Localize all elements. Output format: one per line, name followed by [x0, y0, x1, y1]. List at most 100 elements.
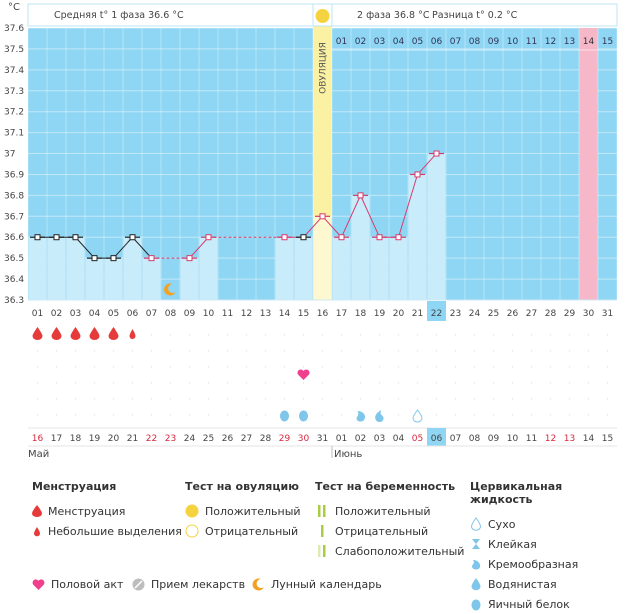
- y-tick-label: 37.5: [4, 45, 24, 55]
- temperature-point: [319, 213, 326, 220]
- grid-dot: [435, 398, 438, 400]
- blood-drop-icon: [108, 327, 119, 340]
- grid-dot: [378, 334, 381, 336]
- grid-dot: [112, 414, 115, 416]
- grid-dot: [587, 350, 590, 352]
- grid-dot: [131, 398, 134, 400]
- ovulation-positive-icon: [315, 9, 330, 23]
- dry-drop-icon: [470, 517, 482, 531]
- date-label: 15: [602, 434, 613, 444]
- grid-dot: [397, 414, 400, 416]
- grid-dot: [207, 366, 210, 368]
- grid-dot: [283, 350, 286, 352]
- grid-dot: [55, 366, 58, 368]
- y-tick-label: 37.3: [4, 87, 24, 97]
- y-tick-label: 37.4: [4, 66, 24, 76]
- temperature-point: [338, 234, 345, 241]
- cycle-day-label: 27: [526, 309, 537, 319]
- grid-dot: [587, 414, 590, 416]
- blood-drop-icon: [70, 327, 81, 340]
- top-cycle-day: 05: [412, 37, 423, 47]
- legend-cervical: Цервикальная жидкость Сухо Клейкая Кремо…: [470, 480, 626, 614]
- grid-dot: [549, 350, 552, 352]
- grid-dot: [321, 398, 324, 400]
- legend-item: Слабоположительный: [335, 544, 465, 558]
- date-label: 29: [279, 434, 291, 444]
- grid-dot: [606, 398, 609, 400]
- grid-dot: [530, 366, 533, 368]
- expected-period-column: [579, 28, 598, 300]
- grid-dot: [340, 398, 343, 400]
- temperature-bar: [142, 257, 161, 301]
- grid-dot: [359, 382, 362, 384]
- temperature-bar: [47, 236, 66, 301]
- legend-intercourse: Половой акт: [32, 578, 123, 591]
- legend-item: Яичный белок: [488, 597, 570, 611]
- date-label: 27: [241, 434, 252, 444]
- temperature-line: [303, 215, 323, 238]
- grid-dot: [112, 366, 115, 368]
- grid-dot: [473, 334, 476, 336]
- grid-dot: [226, 334, 229, 336]
- grid-dot: [55, 382, 58, 384]
- grid-dot: [606, 414, 609, 416]
- date-label: 12: [545, 434, 556, 444]
- grid-dot: [435, 382, 438, 384]
- top-cycle-day: 10: [507, 37, 519, 47]
- grid-dot: [264, 366, 267, 368]
- grid-dot: [264, 398, 267, 400]
- cycle-day-label: 14: [279, 309, 291, 319]
- grid-dot: [416, 366, 419, 368]
- grid-dot: [454, 350, 457, 352]
- grid-dot: [378, 350, 381, 352]
- grid-dot: [340, 382, 343, 384]
- top-cycle-day: 15: [602, 37, 613, 47]
- temperature-line: [417, 153, 437, 175]
- grid-dot: [606, 350, 609, 352]
- temperature-line: [322, 215, 342, 238]
- temperature-bar: [294, 236, 313, 301]
- pregnancy-negative-icon: [321, 525, 324, 537]
- temperature-line: [360, 195, 380, 238]
- grid-dot: [530, 398, 533, 400]
- grid-dot: [150, 414, 153, 416]
- egg-white-icon: [280, 410, 289, 422]
- grid-dot: [568, 414, 571, 416]
- y-tick-label: 37: [4, 150, 15, 160]
- grid-dot: [568, 350, 571, 352]
- dry-drop-icon: [412, 409, 423, 423]
- date-label: 10: [507, 434, 519, 444]
- creamy-icon: [471, 560, 481, 570]
- legend-title: Тест на беременность: [315, 480, 456, 493]
- grid-dot: [511, 382, 514, 384]
- temperature-difference: Разница t° 0.2 °C: [432, 10, 518, 21]
- grid-dot: [264, 382, 267, 384]
- current-day-highlight: [427, 301, 446, 321]
- temperature-bar: [104, 257, 123, 301]
- grid-dot: [321, 350, 324, 352]
- grid-dot: [511, 366, 514, 368]
- grid-dot: [188, 350, 191, 352]
- cycle-day-label: 15: [298, 309, 309, 319]
- small-blood-drop-icon: [34, 527, 40, 537]
- y-tick-label: 36.5: [4, 254, 24, 264]
- legend-item: Отрицательный: [205, 524, 299, 538]
- cycle-day-label: 05: [108, 309, 119, 319]
- date-label: 21: [127, 434, 138, 444]
- grid-dot: [492, 398, 495, 400]
- grid-dot: [587, 366, 590, 368]
- grid-dot: [568, 366, 571, 368]
- blood-drop-icon: [51, 327, 62, 340]
- grid-dot: [226, 366, 229, 368]
- grid-dot: [36, 414, 39, 416]
- grid-dot: [169, 398, 172, 400]
- y-tick-label: 37.2: [4, 108, 24, 118]
- legend-item: Отрицательный: [335, 524, 429, 538]
- cycle-day-label: 24: [469, 309, 481, 319]
- grid-dot: [416, 334, 419, 336]
- grid-dot: [302, 366, 305, 368]
- grid-dot: [473, 414, 476, 416]
- date-label: 26: [222, 434, 234, 444]
- grid-dot: [454, 366, 457, 368]
- y-axis-unit: °C: [8, 2, 20, 13]
